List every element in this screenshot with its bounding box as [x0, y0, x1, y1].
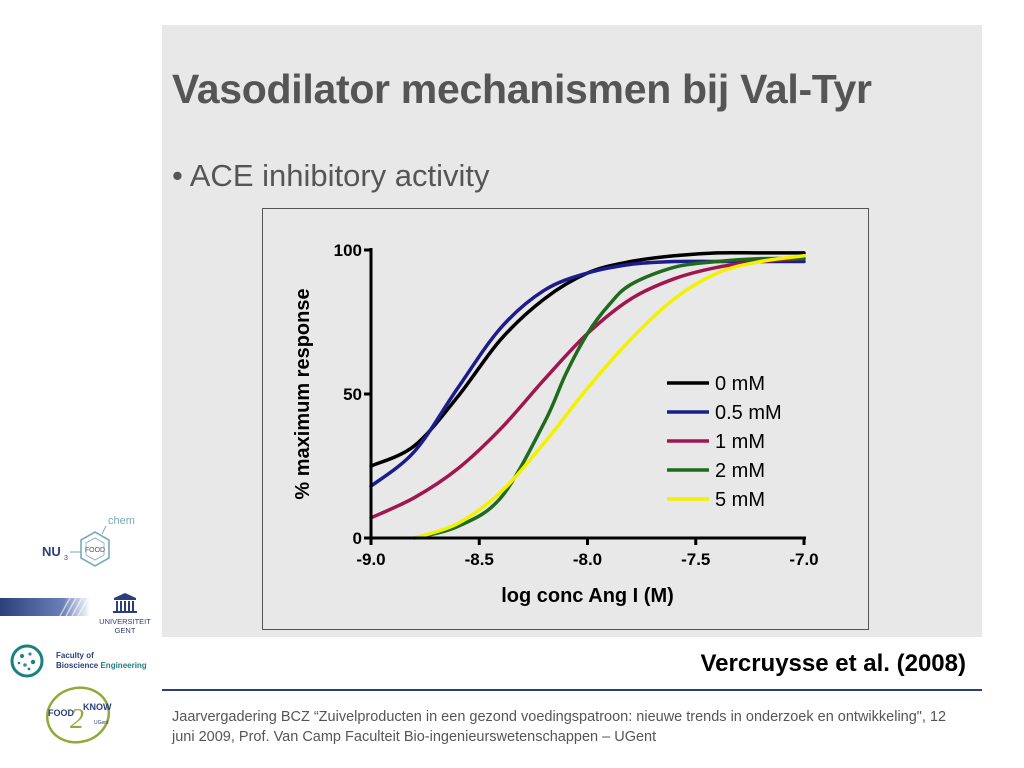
fbe-logo: Faculty of Bioscience Engineering — [8, 640, 158, 682]
x-axis-label: log conc Ang I (M) — [501, 585, 674, 607]
slide-title: Vasodilator mechanismen bij Val-Tyr — [172, 66, 872, 112]
svg-text:Bioscience Engineering: Bioscience Engineering — [56, 661, 147, 670]
y-tick-label-0: 0 — [353, 529, 362, 548]
footer-text: Jaarvergadering BCZ “Zuivelproducten in … — [172, 709, 947, 745]
nu3-logo: NU 3 chem FOOD — [40, 510, 150, 580]
ugent-logo: UNIVERSITEIT GENT — [0, 592, 160, 638]
citation: Vercruysse et al. (2008) — [700, 650, 966, 677]
food2know-logo: FOOD 2 KNOW UGent — [40, 684, 120, 746]
x-tick-label-1: -8.5 — [465, 550, 494, 569]
nu3-logo-sub: 3 — [64, 555, 68, 562]
nu3-logo-food: FOOD — [85, 547, 105, 554]
x-tick-label-2: -8.0 — [573, 550, 602, 569]
legend-label-4: 5 mM — [715, 489, 765, 511]
footer-rule — [162, 689, 982, 691]
food2know-logo-two: 2 — [70, 704, 84, 735]
fbe-logo-line2b: Engineering — [100, 661, 146, 670]
ugent-logo-line2: GENT — [115, 626, 136, 635]
legend-label-3: 2 mM — [715, 460, 765, 482]
fbe-logo-line1: Faculty of — [56, 651, 94, 660]
chart-frame: 0 50 100 -9.0 -8.5 -8.0 -7.5 -7.0 log conc Ang I… — [262, 208, 869, 630]
legend-label-2: 1 mM — [715, 431, 765, 453]
series-line-3 — [412, 256, 806, 540]
food2know-logo-know: KNOW — [83, 702, 112, 712]
x-tick-label-4: -7.0 — [789, 550, 818, 569]
food2know-logo-food: FOOD — [48, 708, 74, 718]
legend-label-0: 0 mM — [715, 373, 765, 395]
food2know-logo-ugent: UGent — [94, 720, 109, 726]
series-line-4 — [412, 254, 806, 540]
bullet-text: • ACE inhibitory activity — [172, 158, 490, 193]
x-tick-label-0: -9.0 — [356, 550, 385, 569]
y-axis-label: % maximum response — [292, 288, 314, 499]
nu3-logo-chem: chem — [108, 515, 135, 527]
fbe-logo-line2a: Bioscience — [56, 661, 100, 670]
legend-label-1: 0.5 mM — [715, 402, 782, 424]
y-tick-label-1: 50 — [343, 385, 362, 404]
y-tick-label-2: 100 — [334, 241, 362, 260]
dose-response-chart: 0 50 100 -9.0 -8.5 -8.0 -7.5 -7.0 log conc Ang I… — [292, 241, 819, 607]
ugent-logo-line1: UNIVERSITEIT — [99, 617, 151, 626]
x-tick-label-3: -7.5 — [681, 550, 710, 569]
nu3-logo-nu: NU — [42, 544, 61, 559]
